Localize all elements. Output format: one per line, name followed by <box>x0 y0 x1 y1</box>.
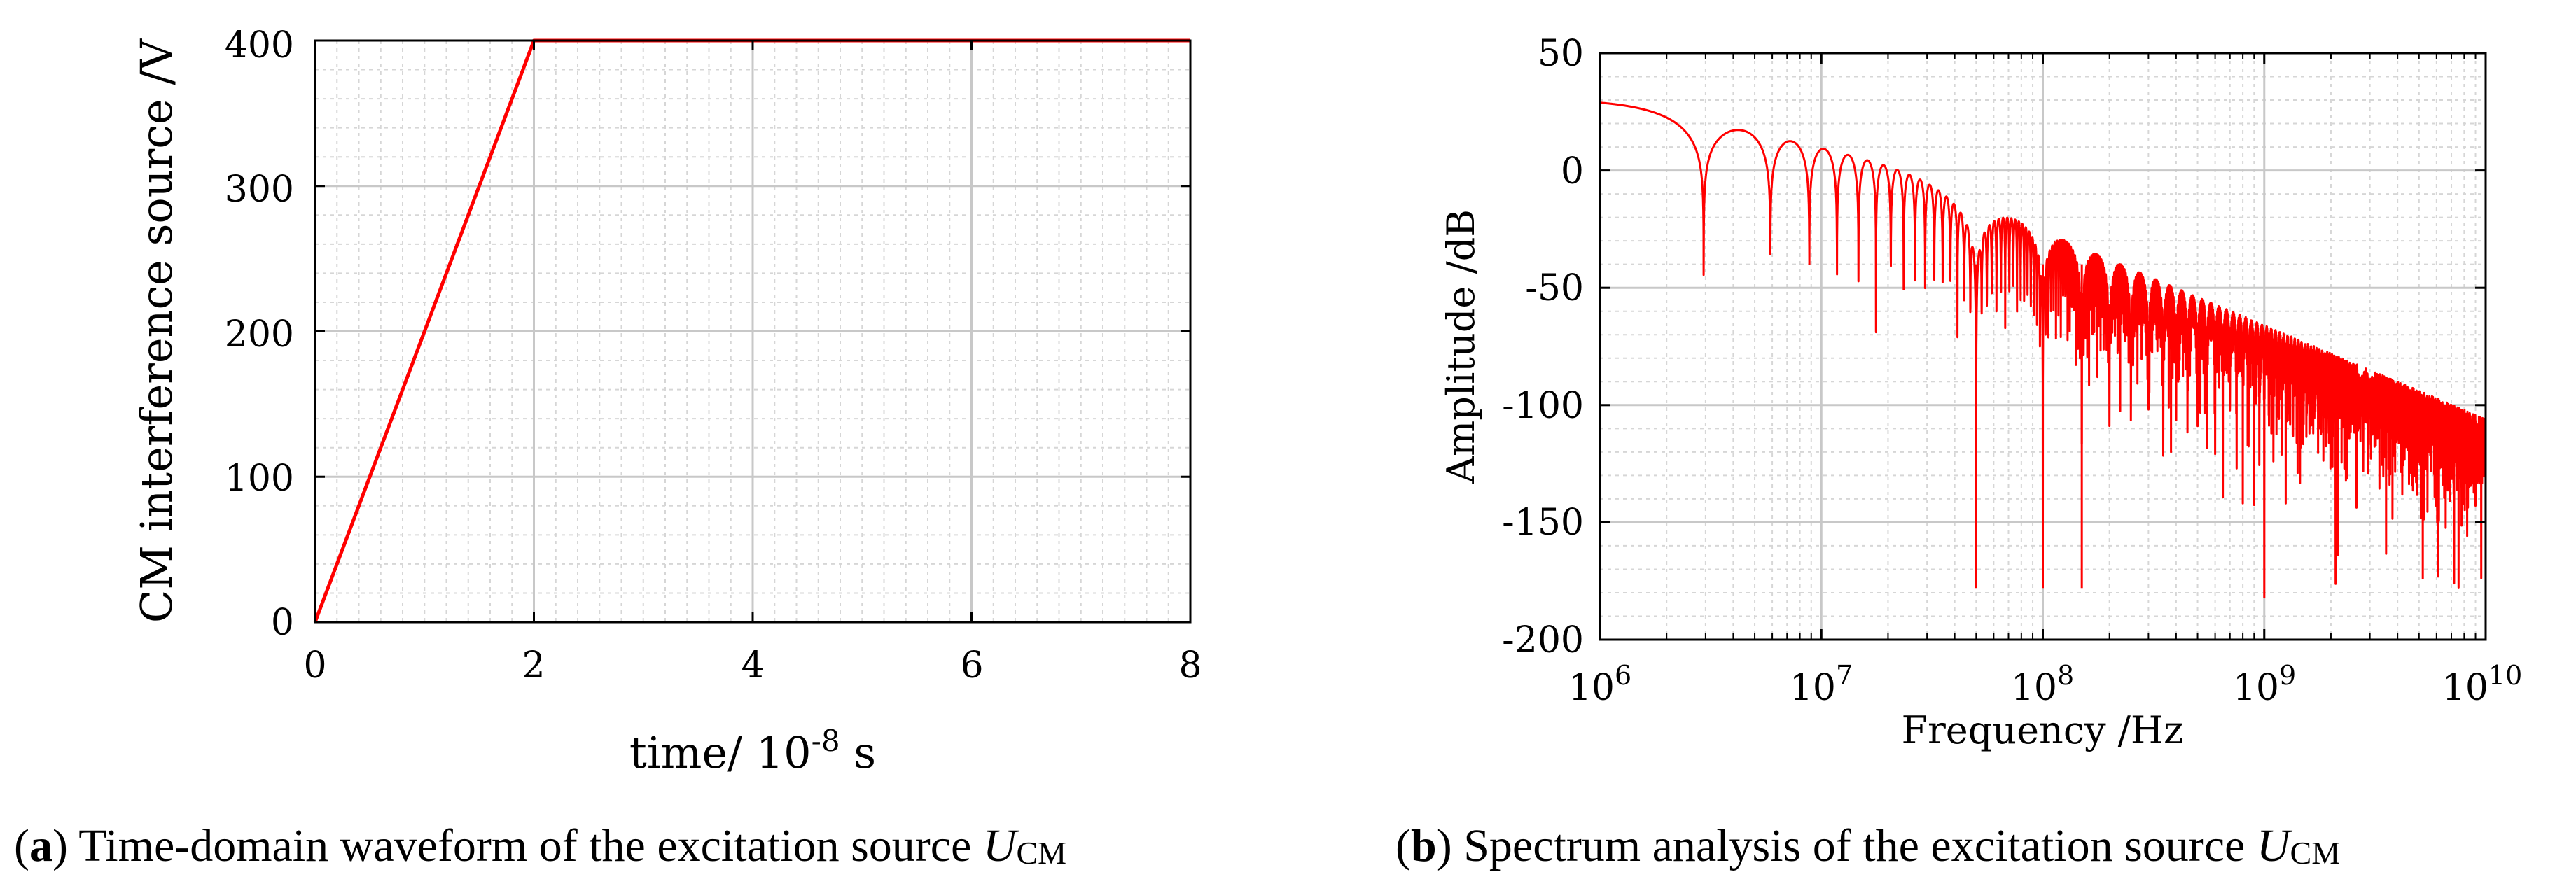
y-tick-label: 0 <box>1561 150 1584 192</box>
x-tick-exponent: 6 <box>1615 660 1631 691</box>
y-tick-label: -200 <box>1502 619 1584 661</box>
caption-symbol: U <box>983 820 1019 871</box>
x-tick-exponent: 10 <box>2488 660 2522 691</box>
series-lines <box>1599 101 2487 599</box>
x-tick-label: 106 <box>1568 660 1631 709</box>
x-tick-base: 10 <box>2233 667 2279 709</box>
x-tick-label: 107 <box>1790 660 1853 709</box>
caption-symbol: U <box>2257 820 2293 871</box>
caption-letter: a <box>29 820 53 871</box>
caption-letter: b <box>1411 820 1437 871</box>
x-axis-label-text: time/ 10 <box>629 727 812 778</box>
x-tick-label: 4 <box>741 645 764 687</box>
y-axis-label: Amplitude /dB <box>1439 209 1483 484</box>
y-tick-label: 200 <box>225 314 294 356</box>
x-tick-label: 8 <box>1178 645 1202 687</box>
y-tick-label: 300 <box>225 169 294 211</box>
x-axis-label-unit: s <box>840 727 877 778</box>
caption-b: (b) Spectrum analysis of the excitation … <box>1395 820 2340 871</box>
caption-text: Spectrum analysis of the excitation sour… <box>1452 820 2257 871</box>
caption-subscript: CM <box>2290 835 2341 871</box>
y-tick-label: 100 <box>225 458 294 500</box>
tick-marks <box>314 39 1192 624</box>
x-tick-exponent: 9 <box>2279 660 2296 691</box>
grid-lines <box>1600 53 2486 640</box>
tick-marks <box>1599 52 2487 641</box>
x-tick-label: 2 <box>522 645 545 687</box>
time-domain-chart: 0 100 200 300 400 0 2 4 6 8 time/ 10-8 s… <box>131 24 1202 778</box>
y-tick-label: 50 <box>1538 33 1584 75</box>
x-tick-exponent: 8 <box>2057 660 2074 691</box>
grid-lines <box>315 41 1190 622</box>
x-tick-base: 10 <box>1790 667 1836 709</box>
spectrum-chart: 50 0 -50 -100 -150 -200 106 107 108 109 … <box>1439 33 2522 752</box>
x-tick-label: 0 <box>303 645 326 687</box>
x-axis-label: time/ 10-8 s <box>629 724 876 778</box>
series-line-spectrum <box>1599 101 2487 599</box>
x-tick-label: 1010 <box>2442 660 2523 709</box>
x-tick-label: 6 <box>960 645 983 687</box>
y-axis-label: CM interference source /V <box>131 38 182 623</box>
x-tick-base: 10 <box>1568 667 1615 709</box>
y-tick-label: -100 <box>1502 385 1584 427</box>
x-tick-base: 10 <box>2011 667 2057 709</box>
caption-text: Time-domain waveform of the excitation s… <box>68 820 983 871</box>
x-tick-label: 108 <box>2011 660 2074 709</box>
y-tick-label: 400 <box>225 24 294 66</box>
y-tick-label: 0 <box>271 602 294 644</box>
caption-a: (a) Time-domain waveform of the excitati… <box>14 820 1066 871</box>
y-tick-label: -150 <box>1502 502 1584 544</box>
x-tick-exponent: 7 <box>1836 660 1853 691</box>
x-axis-label-exponent: -8 <box>812 724 840 758</box>
x-tick-base: 10 <box>2442 667 2488 709</box>
y-tick-label: -50 <box>1525 267 1584 309</box>
x-axis-label: Frequency /Hz <box>1902 708 2184 752</box>
caption-subscript: CM <box>1017 835 1067 871</box>
x-tick-label: 109 <box>2233 660 2296 709</box>
